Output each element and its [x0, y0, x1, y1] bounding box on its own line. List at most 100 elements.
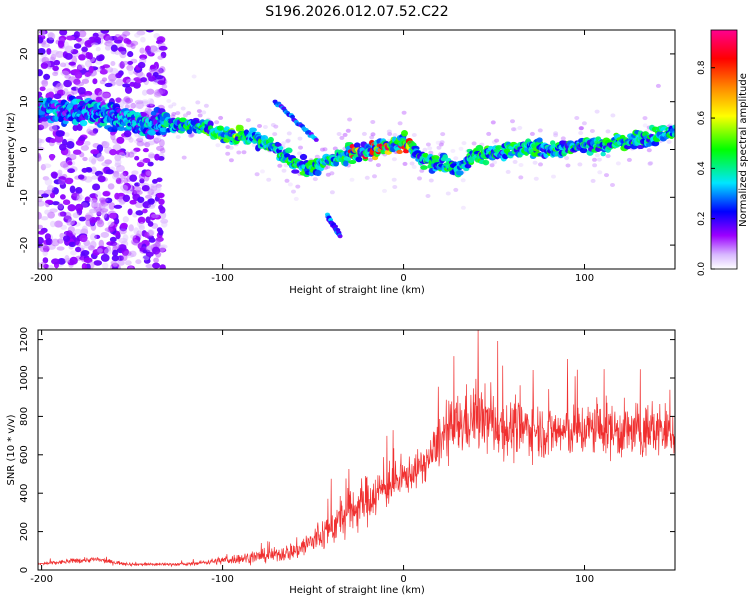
- spectrogram-cell: [123, 130, 132, 138]
- spectrogram-cell: [402, 149, 410, 154]
- spectrogram-cell: [604, 173, 609, 178]
- spectrogram-cell: [127, 208, 133, 216]
- spectrogram-cell: [171, 112, 177, 116]
- spectrogram-cell: [482, 159, 490, 166]
- spectrogram-cell: [39, 244, 49, 253]
- spectrogram-cell: [159, 139, 165, 147]
- spectrogram-cell: [59, 30, 68, 36]
- spectrogram-cell: [96, 219, 105, 228]
- spectrogram-cell: [353, 142, 361, 149]
- spectrogram-cell: [62, 88, 69, 96]
- spectrogram-cell: [101, 210, 108, 219]
- spectrogram-cell: [133, 227, 140, 235]
- spectrogram-cell: [122, 234, 129, 242]
- spectrogram-cell: [150, 183, 157, 188]
- spectrogram-cell: [119, 34, 127, 40]
- spectrogram-cell: [107, 221, 115, 227]
- spectrogram-cell: [460, 178, 466, 183]
- spectrogram-cell: [329, 190, 335, 195]
- snr-panel: -200 -100 0 100 0 200 400 600 800 1000 1200 Heigh…: [6, 327, 676, 596]
- spectrogram-cell: [553, 133, 559, 138]
- spectrogram-cell: [111, 255, 120, 262]
- spectrogram-cell: [134, 155, 140, 161]
- spectrogram-cell: [57, 169, 63, 176]
- spectrogram-cell: [46, 48, 52, 55]
- spectrogram-cell: [67, 225, 75, 233]
- spectrogram-cell: [63, 215, 72, 223]
- spectrogram-cell: [62, 199, 71, 206]
- spectrogram-cell: [494, 138, 500, 143]
- spectrogram-cell: [72, 149, 82, 155]
- spectrogram-cell: [148, 129, 156, 136]
- spectrogram-cell: [254, 172, 260, 177]
- spectrogram-cell: [101, 141, 110, 149]
- spectrogram-cell: [42, 245, 50, 253]
- spectrogram-cell: [130, 43, 136, 50]
- spectrogram-cell: [137, 196, 145, 203]
- spectrogram-cell: [38, 152, 41, 159]
- spectrogram-y-label: Frequency (Hz): [6, 112, 17, 188]
- spectrogram-cell: [156, 227, 163, 233]
- spectrogram-cell: [158, 198, 165, 205]
- spectrogram-cell: [126, 41, 134, 48]
- spectrogram-cell: [110, 36, 118, 41]
- spectrogram-cell: [375, 163, 381, 168]
- spectrogram-cell: [81, 200, 90, 208]
- spectrogram-cell: [189, 133, 195, 138]
- spectrogram-cell: [158, 68, 164, 74]
- spectrogram-cell: [83, 140, 91, 146]
- spectrogram-cell: [150, 213, 159, 219]
- spectrogram-cell: [666, 139, 672, 144]
- spectrogram-cell: [126, 39, 132, 45]
- spectrogram-cell: [136, 137, 144, 143]
- spectrogram-cell: [201, 110, 207, 115]
- spectrogram-cell: [90, 199, 99, 205]
- spectrogram-cell: [88, 245, 95, 251]
- spectrogram-cell: [99, 197, 109, 203]
- spectrogram-x-tick-label: 100: [575, 273, 594, 284]
- spectrogram-cell: [166, 99, 172, 103]
- spectrogram-cell: [115, 72, 123, 79]
- spectrogram-cell: [461, 141, 467, 146]
- spectrogram-cell: [41, 79, 49, 87]
- spectrogram-cell: [94, 170, 104, 177]
- spectrogram-cell: [134, 103, 142, 109]
- spectrogram-cell: [146, 103, 155, 108]
- spectrogram-cell: [142, 147, 149, 153]
- spectrogram-cell: [581, 121, 587, 126]
- spectrogram-cell: [391, 177, 397, 182]
- spectrogram-cell: [114, 192, 120, 200]
- spectrogram-cell: [411, 133, 417, 137]
- spectrogram-cell: [47, 91, 55, 98]
- spectrogram-cell: [153, 137, 160, 144]
- spectrogram-cell: [95, 46, 101, 52]
- spectrogram-cell: [57, 40, 65, 49]
- spectrogram-cell: [91, 201, 98, 209]
- spectrogram-cell: [455, 170, 464, 176]
- colorbar: 0.0 0.2 0.4 0.6 0.8 Normalized spectral ampl…: [697, 29, 749, 276]
- spectrogram-cell: [124, 260, 132, 266]
- spectrogram-cell: [579, 147, 588, 154]
- spectrogram-cell: [156, 88, 166, 95]
- spectrogram-cell: [94, 88, 103, 96]
- spectrogram-cell: [76, 123, 83, 131]
- spectrogram-cell: [146, 88, 155, 95]
- spectrogram-cell: [146, 72, 152, 78]
- spectrogram-cell: [43, 263, 49, 269]
- spectrogram-cell: [115, 164, 125, 173]
- spectrogram-cell: [64, 132, 70, 137]
- spectrogram-cell: [55, 50, 65, 58]
- spectrogram-cell: [119, 61, 125, 69]
- spectrogram-cell: [85, 51, 91, 59]
- spectrogram-cell: [161, 221, 168, 228]
- spectrogram-cell: [460, 205, 466, 210]
- spectrogram-cell: [56, 82, 64, 91]
- spectrogram-cell: [329, 171, 335, 176]
- snr-x-axis: -200 -100 0 100: [30, 330, 594, 585]
- spectrogram-cell: [109, 236, 117, 243]
- spectrogram-cell: [655, 83, 661, 88]
- spectrogram-cell: [249, 127, 257, 133]
- spectrogram-cell: [98, 239, 105, 248]
- spectrogram-cell: [332, 146, 338, 151]
- spectrogram-cell: [368, 157, 374, 162]
